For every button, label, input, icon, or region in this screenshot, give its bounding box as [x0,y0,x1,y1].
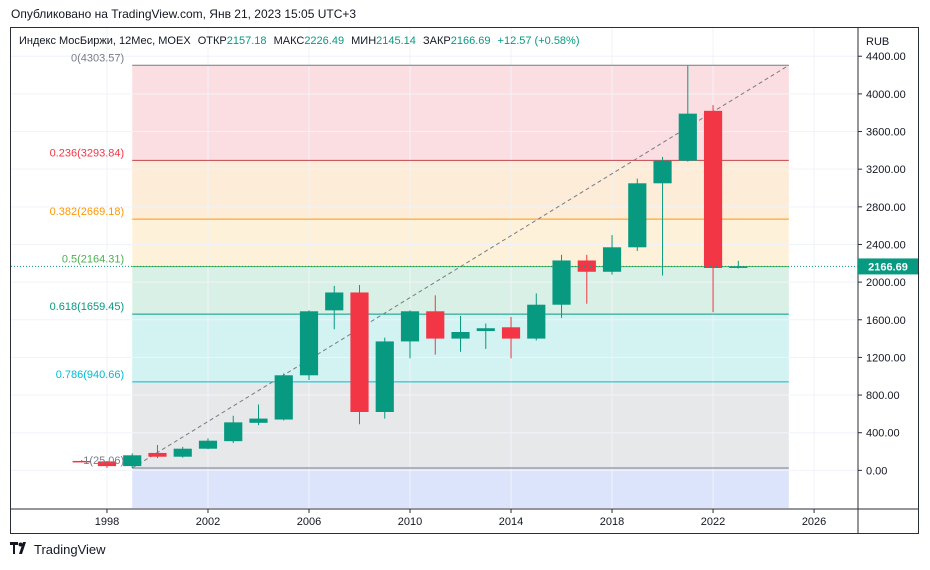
y-tick-label: 0.00 [866,465,887,477]
candle-body [451,332,470,339]
candle-body [299,311,319,376]
candle-body [501,327,521,339]
y-tick-label: 2800.00 [866,202,906,214]
fib-zone-fills [132,65,789,508]
footer-brand[interactable]: TradingView [34,542,106,557]
fib-level-labels: 0(4303.57) 0.236(3293.84) 0.382(2669.18) 0.… [50,52,125,467]
candle-body [552,260,571,305]
high-label: МАКС [273,35,305,47]
published-caption: Опубликовано на TradingView.com, Янв 21,… [11,7,357,21]
candle-body [400,311,420,342]
candle-body [148,452,167,457]
candle-body [198,440,218,449]
x-tick-label: 2022 [701,516,725,528]
candle-body [350,292,369,412]
last-price-tag [858,258,918,275]
candle-body [325,292,344,311]
x-tick-label: 2014 [499,516,523,528]
y-tick-label: 4400.00 [866,51,906,63]
candle-body [628,183,647,248]
x-tick-label: 2006 [297,516,321,528]
candle-body [653,160,672,184]
fib-trend-line [131,64,790,469]
fib-level-label: 0.236(3293.84) [50,147,125,159]
x-tick-label: 2010 [398,516,422,528]
low-value: 2145.14 [376,35,416,47]
y-axis-ticks: 0.00 400.00 800.00 1200.00 1600.00 2000.00 240… [858,51,906,477]
candle-body [274,375,293,420]
candle-body [123,455,142,467]
candle-body [224,422,243,442]
close-label: ЗАКР [422,35,451,47]
candle-body [577,260,596,272]
x-tick-label: 1998 [95,516,119,528]
last-price: 2166.69 [11,258,918,275]
candle-body [72,460,91,463]
y-tick-label: 1600.00 [866,315,906,327]
trend-line [131,64,790,469]
last-price-text: 2166.69 [868,261,908,273]
candle-body [97,461,117,467]
grid-lines [11,28,857,508]
axes [10,28,918,533]
y-tick-label: 800.00 [866,390,900,402]
low-label: МИН [351,35,377,47]
high-value: 2226.49 [304,35,345,47]
fib-zone [132,266,789,315]
y-tick-label: 400.00 [866,428,900,440]
fib-zone [132,467,789,508]
y-tick-label: 3600.00 [866,127,906,139]
fib-zone [132,160,789,220]
y-tick-label: 1200.00 [866,352,906,364]
fib-level-label: 0(4303.57) [71,52,124,64]
candle-body [703,110,723,268]
ohlc-legend: Индекс МосБиржи, 12Мес, MOEX ОТКР2157.18… [19,35,580,47]
open-value: 2157.18 [226,35,267,47]
change-value: +12.57 (+0.58%) [497,35,580,47]
candle-body [678,113,697,161]
candle-body [527,304,546,339]
close-value: 2166.69 [450,35,491,47]
x-axis-ticks: 1998 2002 2006 2010 2014 2018 2022 2026 [95,509,826,528]
candles [72,65,748,468]
y-tick-label: 2400.00 [866,239,906,251]
x-tick-label: 2018 [600,516,624,528]
fib-zone [132,219,789,267]
candle-body [602,247,622,272]
fib-level-label: 0.786(940.66) [56,369,125,381]
fib-level-label: 0.382(2669.18) [50,206,125,218]
candle-body [729,266,748,268]
y-tick-label: 4000.00 [866,89,906,101]
y-tick-label: 3200.00 [866,164,906,176]
chart-frame [10,27,919,534]
currency-label: RUB [866,36,889,48]
fib-level-label: 0.618(1659.45) [50,301,125,313]
candle-body [476,328,495,332]
open-label: ОТКР [197,35,227,47]
footer: TradingView [10,542,106,557]
y-tick-label: 2000.00 [866,277,906,289]
candle-body [249,418,268,423]
x-tick-label: 2002 [196,516,220,528]
fib-level-label: 0.5(2164.31) [62,254,124,266]
tradingview-logo-icon [10,542,30,557]
candle-body [426,311,445,339]
x-tick-label: 2026 [802,516,826,528]
fib-level-label: 1(25.06) [83,455,124,467]
candle-body [173,448,192,457]
symbol-name: Индекс МосБиржи, 12Мес, MOEX [19,35,191,47]
candle-body [375,341,394,412]
